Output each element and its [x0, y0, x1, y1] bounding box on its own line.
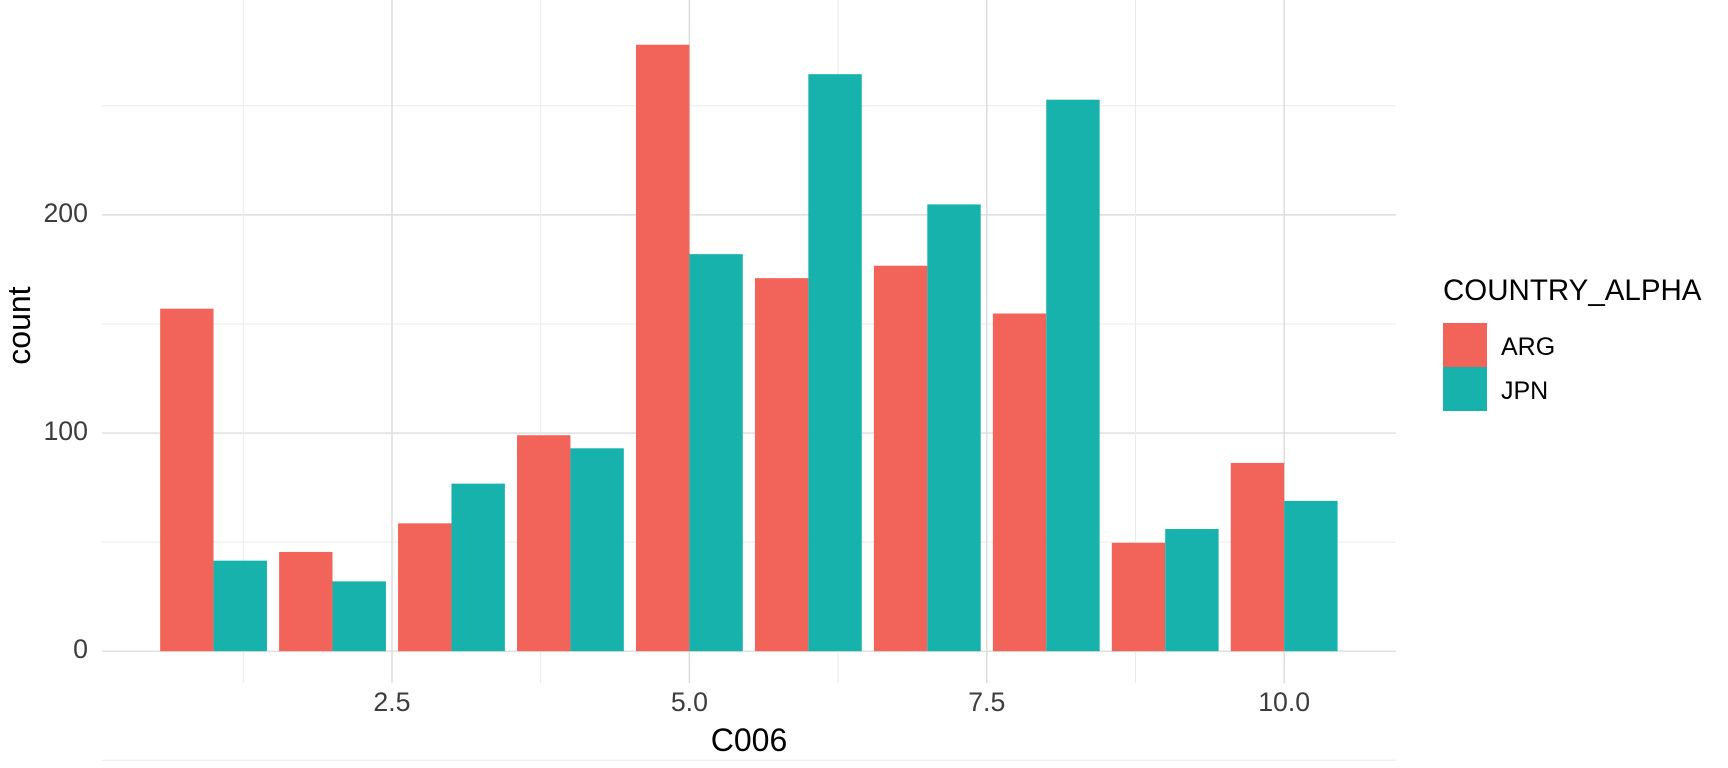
svg-text:10.0: 10.0	[1258, 687, 1310, 717]
svg-text:5.0: 5.0	[671, 687, 708, 717]
svg-text:7.5: 7.5	[968, 687, 1005, 717]
svg-text:100: 100	[43, 416, 88, 446]
svg-text:JPN: JPN	[1501, 377, 1548, 405]
svg-text:0: 0	[73, 634, 88, 664]
svg-text:ARG: ARG	[1501, 333, 1555, 361]
svg-text:COUNTRY_ALPHA: COUNTRY_ALPHA	[1443, 274, 1702, 307]
svg-text:2.5: 2.5	[373, 687, 410, 717]
svg-text:200: 200	[43, 198, 88, 228]
svg-text:C006: C006	[711, 722, 788, 758]
svg-text:count: count	[1, 286, 37, 364]
